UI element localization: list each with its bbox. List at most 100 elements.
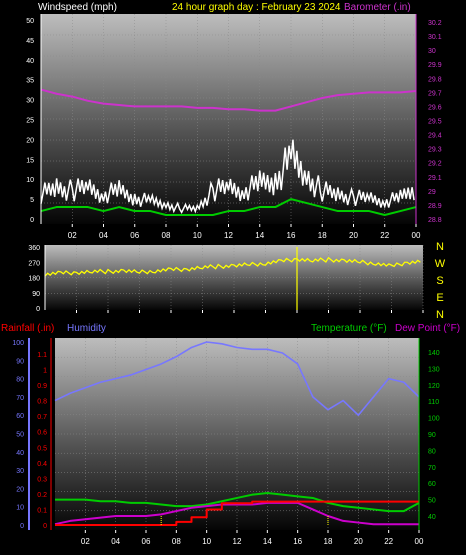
wind-tick-label: 50 xyxy=(26,18,34,25)
humidity-tick-label: 50 xyxy=(16,432,24,439)
barometer-tick-label: 29.7 xyxy=(428,90,442,97)
temperature-tick-label: 120 xyxy=(428,383,440,390)
wind-tick-label: 45 xyxy=(26,38,34,45)
x-tick-label: 06 xyxy=(130,231,139,240)
temperature-tick-label: 90 xyxy=(428,432,436,439)
humidity-tick-label: 0 xyxy=(20,523,24,530)
temperature-tick-label: 100 xyxy=(428,416,440,423)
temperature-series-line xyxy=(55,492,420,513)
x-tick-label: 10 xyxy=(202,537,211,546)
x-tick-label: 00 xyxy=(415,537,424,546)
x-tick-label: 12 xyxy=(224,231,233,240)
rainfall-label: Rainfall (.in) xyxy=(1,323,54,334)
humidity-series-line xyxy=(54,341,420,417)
x-tick-label: 00 xyxy=(412,231,421,240)
rainfall-tick-label: 0 xyxy=(43,523,47,530)
barometer-tick-label: 30 xyxy=(428,48,436,55)
x-tick-label: 14 xyxy=(263,537,272,546)
rainfall-tick-label: 0.1 xyxy=(37,507,47,514)
direction-tick-label: 90 xyxy=(32,291,40,298)
rainfall-tick-label: 0.9 xyxy=(37,383,47,390)
temperature-label: Temperature (°F) xyxy=(311,323,387,334)
humidity-tick-label: 60 xyxy=(16,413,24,420)
x-tick-label: 22 xyxy=(384,537,393,546)
temperature-tick-label: 80 xyxy=(428,448,436,455)
barometer-tick-label: 30.1 xyxy=(428,34,442,41)
compass-label: N xyxy=(436,309,444,321)
barometer-tick-label: 29.8 xyxy=(428,76,442,83)
x-tick-label: 08 xyxy=(162,231,171,240)
x-tick-label: 06 xyxy=(142,537,151,546)
barometer-tick-label: 29.1 xyxy=(428,175,442,182)
wind-tick-label: 15 xyxy=(26,157,34,164)
x-tick-label: 20 xyxy=(354,537,363,546)
wind-tick-label: 10 xyxy=(26,177,34,184)
dewpoint-series-line xyxy=(54,501,419,526)
x-tick-label: 04 xyxy=(99,231,108,240)
rainfall-tick-label: 1.1 xyxy=(37,352,47,359)
temperature-tick-label: 40 xyxy=(428,514,436,521)
series-layer xyxy=(40,88,421,526)
direction-series-line xyxy=(44,256,421,277)
x-tick-label: 02 xyxy=(81,537,90,546)
x-tick-label: 16 xyxy=(287,231,296,240)
wind-tick-label: 25 xyxy=(26,118,34,125)
x-tick-label: 18 xyxy=(318,231,327,240)
wind-tick-label: 30 xyxy=(26,98,34,105)
rainfall-tick-label: 0.8 xyxy=(37,399,47,406)
wind-tick-label: 35 xyxy=(26,78,34,85)
humidity-label: Humidity xyxy=(67,323,106,334)
wind-tick-label: 0 xyxy=(30,217,34,224)
gust-series-line xyxy=(40,139,415,215)
humidity-tick-label: 80 xyxy=(16,377,24,384)
humidity-tick-label: 90 xyxy=(16,358,24,365)
humidity-tick-label: 10 xyxy=(16,505,24,512)
barometer-tick-label: 30.2 xyxy=(428,20,442,27)
windspeed-series-line xyxy=(40,198,417,217)
x-tick-label: 10 xyxy=(193,231,202,240)
barometer-tick-label: 28.8 xyxy=(428,217,442,224)
temperature-tick-label: 60 xyxy=(428,481,436,488)
wind-tick-label: 20 xyxy=(26,137,34,144)
direction-tick-label: 270 xyxy=(28,260,40,267)
x-tick-label: 08 xyxy=(172,537,181,546)
barometer-tick-label: 29.5 xyxy=(428,119,442,126)
rainfall-tick-label: 0.6 xyxy=(37,430,47,437)
barometer-axis-title: Barometer (.in) xyxy=(344,2,411,13)
x-tick-label: 12 xyxy=(233,537,242,546)
humidity-tick-label: 20 xyxy=(16,486,24,493)
rainfall-tick-label: 1 xyxy=(43,368,47,375)
barometer-tick-label: 28.9 xyxy=(428,203,442,210)
rainfall-tick-label: 0.3 xyxy=(37,476,47,483)
dewpoint-label: Dew Point (°F) xyxy=(395,323,460,334)
rainfall-series-line xyxy=(55,500,419,526)
x-tick-label: 22 xyxy=(380,231,389,240)
temperature-tick-label: 140 xyxy=(428,350,440,357)
compass-label: W xyxy=(435,258,446,270)
wind-tick-label: 40 xyxy=(26,58,34,65)
graph-day-title: 24 hour graph day : February 23 2024 xyxy=(172,2,341,13)
rainfall-tick-label: 0.5 xyxy=(37,445,47,452)
temperature-tick-label: 70 xyxy=(428,465,436,472)
barometer-tick-label: 29.9 xyxy=(428,62,442,69)
direction-tick-label: 360 xyxy=(28,245,40,252)
barometer-tick-label: 29 xyxy=(428,189,436,196)
x-tick-label: 16 xyxy=(293,537,302,546)
wind-tick-label: 5 xyxy=(30,197,34,204)
humidity-tick-label: 30 xyxy=(16,468,24,475)
barometer-series-line xyxy=(40,88,417,112)
compass-label: E xyxy=(436,292,443,304)
temperature-tick-label: 110 xyxy=(428,399,439,406)
x-tick-label: 02 xyxy=(68,231,77,240)
barometer-tick-label: 29.6 xyxy=(428,104,442,111)
rainfall-tick-label: 0.7 xyxy=(37,414,47,421)
direction-tick-label: 0 xyxy=(36,306,40,313)
x-tick-label: 20 xyxy=(349,231,358,240)
x-tick-label: 14 xyxy=(255,231,264,240)
rainfall-tick-label: 0.2 xyxy=(37,492,47,499)
humidity-tick-label: 100 xyxy=(12,340,24,347)
barometer-tick-label: 29.2 xyxy=(428,161,442,168)
x-tick-label: 18 xyxy=(324,537,333,546)
direction-tick-label: 180 xyxy=(28,276,40,283)
